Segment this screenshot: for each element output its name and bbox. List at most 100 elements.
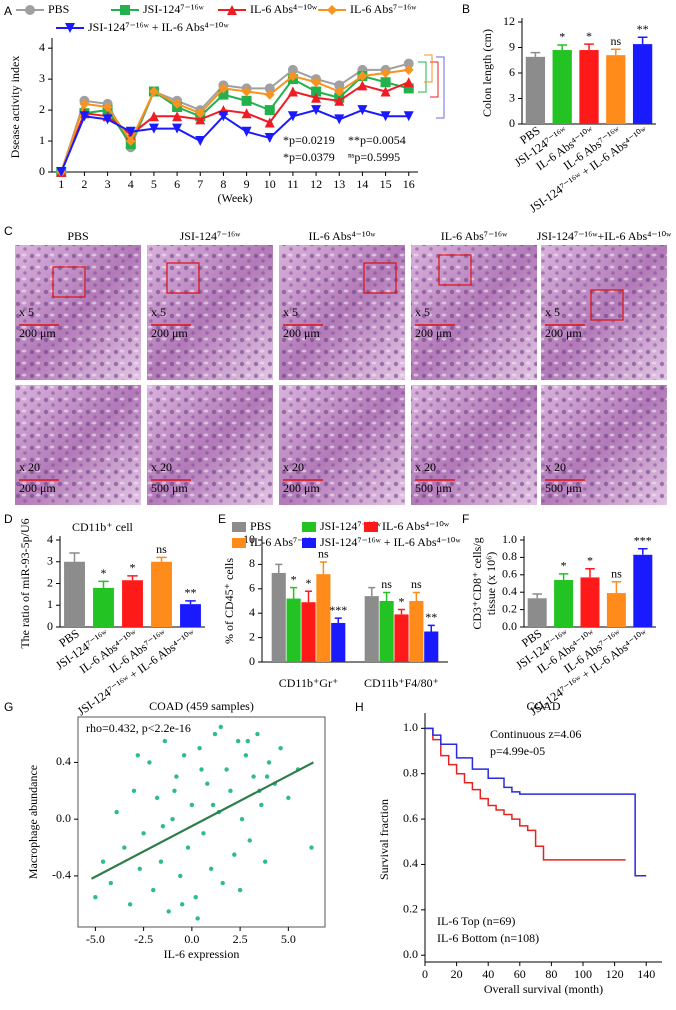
y-axis-label: % of CD45⁺ cells [222,558,236,644]
x-tick-label: 12 [310,177,322,191]
y-tick-label: 1 [39,133,45,147]
marker [227,5,237,15]
y-tick-label: 0.8 [502,549,517,563]
x-tick-label: 5 [151,177,157,191]
y-tick-label: 0.0 [403,947,418,961]
x-tick-label: CD11b⁺Gr⁺ [279,676,339,690]
x-tick-label: 15 [380,177,392,191]
error-bar [557,44,568,51]
point [201,831,206,836]
y-axis-label: CD3⁺CD8⁺ cells/g [470,537,484,629]
bar [301,602,316,662]
legend-label: IL-6 Abs⁷⁻¹⁶ʷ [250,535,317,549]
bar [606,593,626,627]
point [108,880,114,886]
x-tick-label: -5.0 [86,932,105,946]
significance: * [559,30,565,44]
panel-letter: F [462,512,469,526]
bar [122,580,143,627]
x-tick-label: 8 [220,177,226,191]
error-bar [412,591,420,601]
point [309,845,314,850]
marker [264,105,275,116]
y-tick-label: 0.0 [56,811,71,825]
p-value: ⁿˢp=0.5995 [348,150,400,164]
panel-letter: G [4,700,13,714]
panel-letter: D [4,512,13,526]
x-tick-label: 7 [197,177,203,191]
point [218,724,223,730]
annotation: p=4.99e-05 [490,744,545,758]
x-axis-label: IL-6 expression [164,947,240,961]
point [232,852,237,857]
histology-texture [411,245,537,380]
significance: * [587,553,593,567]
point [147,760,152,765]
bar [316,574,331,662]
magnification: x 20 [283,460,304,474]
scale-label: 500 μm [415,481,452,495]
point [141,831,146,836]
y-tick-label: 0.6 [502,567,517,581]
significance: *** [634,533,652,547]
error-bar [319,561,327,575]
bar [579,50,599,124]
marker [172,98,183,109]
error-bar [610,48,621,56]
marker [334,95,345,106]
magnification: x 5 [545,305,560,319]
p-value: *p=0.0379 [283,150,335,164]
magnification: x 5 [19,305,34,319]
error-bar [383,591,391,601]
zoom-box [363,262,397,294]
marker [380,111,391,122]
bracket [424,54,433,83]
error-bar [397,608,406,615]
point [235,738,241,744]
annotation: rho=0.432, p<2.2e-16 [86,721,191,735]
x-tick-label: 11 [287,177,299,191]
marker [287,71,298,82]
point [266,760,272,765]
point [237,887,243,893]
legend-swatch [302,538,316,548]
marker [120,5,130,15]
bracket [418,61,427,93]
chart-title: CD11b⁺ cell [72,520,134,534]
x-tick-label: 16 [403,177,415,191]
marker [287,64,298,75]
bar [552,50,572,124]
zoom-box [166,262,200,294]
y-tick-label: 0 [39,164,45,178]
point [137,866,142,872]
histology-texture [279,245,405,380]
marker [264,89,275,100]
x-tick-label: -2.5 [134,932,153,946]
significance: *** [329,603,347,617]
marker [311,92,322,103]
point [122,845,127,850]
x-tick-label: 0.0 [184,932,199,946]
marker [380,86,391,97]
magnification: x 5 [151,305,166,319]
bracket [430,61,439,98]
error-bar [98,580,109,588]
marker [102,102,113,112]
significance: ns [411,577,422,591]
error-bar [427,624,435,632]
x-tick-label: 120 [606,967,624,981]
x-tick-label: 2.5 [233,932,248,946]
significance: * [586,29,592,43]
error-bar [530,51,541,57]
marker [357,80,368,91]
y-tick-label: 3 [39,71,45,85]
magnification: x 20 [545,460,566,474]
y-axis-label: Colon length (cm) [480,29,494,117]
error-bar [127,575,138,581]
error-bar [156,556,167,562]
marker [403,77,414,88]
marker [403,111,414,122]
x-axis-label: (Week) [217,191,252,205]
point [264,774,270,779]
significance: * [561,559,567,573]
